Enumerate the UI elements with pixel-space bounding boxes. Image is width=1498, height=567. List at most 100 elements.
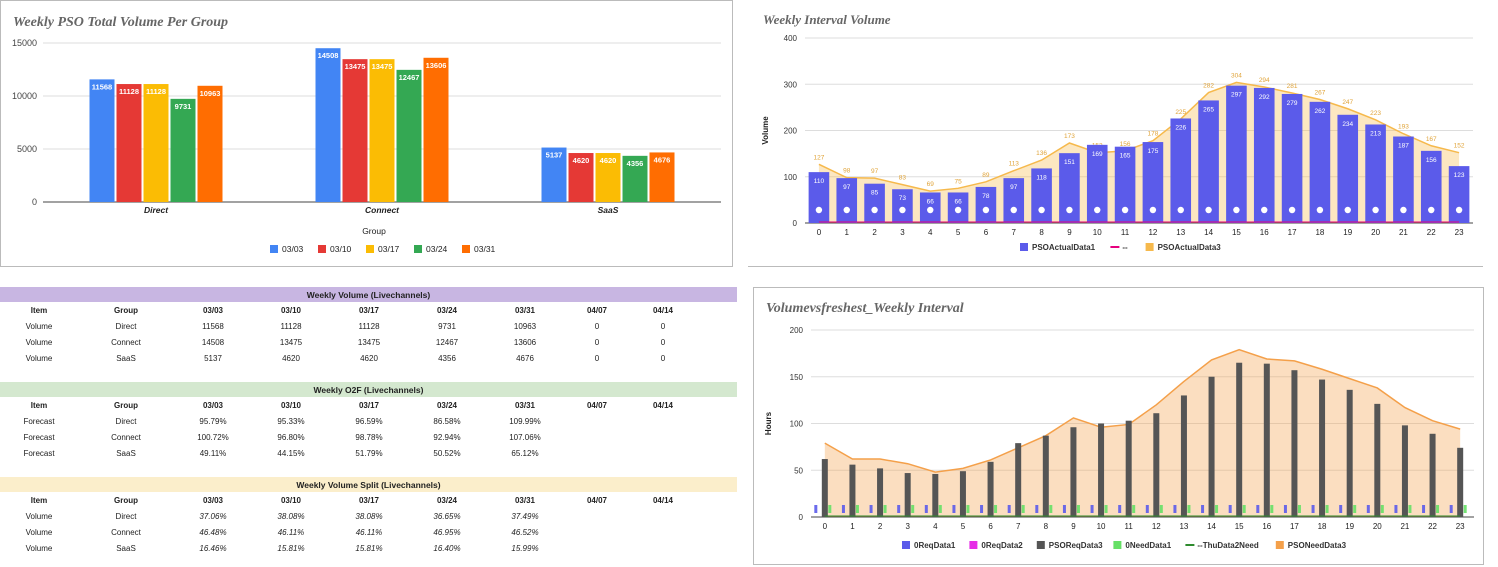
zero-bar-marker [994, 505, 998, 513]
bar-data-label: 85 [871, 190, 879, 197]
pad-cell [696, 334, 737, 350]
zero-bar-marker [1049, 505, 1053, 513]
area-data-label: 223 [1370, 110, 1381, 117]
area-data-label: 173 [1064, 133, 1075, 140]
chart-volume-vs-freshest: Volumevsfreshest_Weekly Interval 0 50 100 1… [753, 287, 1484, 565]
pad-cell [696, 540, 737, 556]
zero-bar-marker [1353, 505, 1357, 513]
table-cell [564, 508, 630, 524]
zero-bar-marker [1270, 505, 1274, 513]
zero-bar-marker [1076, 505, 1080, 513]
bar [1059, 153, 1080, 223]
bar-data-label: 169 [1092, 151, 1103, 158]
bar [1208, 376, 1215, 517]
zero-bar-marker [1366, 505, 1370, 513]
section-title: Weekly Volume Split (Livechannels) [0, 477, 737, 492]
legend-swatch [1145, 243, 1154, 251]
zero-marker [1010, 206, 1017, 214]
table-row: Volume Direct 11568 11128 11128 9731 10963 0 0 [0, 318, 737, 334]
legend-swatch [1275, 541, 1284, 549]
table-cell [564, 540, 630, 556]
column-header: 03/31 [514, 495, 536, 505]
zero-marker [1038, 206, 1045, 214]
bar [1198, 100, 1219, 223]
table-cell: Forecast [23, 432, 55, 442]
zero-bar-marker [1339, 505, 1343, 513]
x-tick-label: 7 [1016, 522, 1021, 531]
bar [987, 461, 994, 517]
table-cell [564, 429, 630, 445]
column-header: 04/07 [586, 400, 608, 410]
table-cell: 46.95% [433, 527, 461, 537]
bar-data-label: 213 [1370, 130, 1381, 137]
table-cell: 4356 [438, 353, 456, 363]
zero-marker [1400, 206, 1407, 214]
table-cell: 9731 [438, 321, 456, 331]
table-cell: 0 [594, 337, 600, 347]
area-data-label: 136 [1036, 150, 1047, 157]
x-tick-label: 21 [1399, 228, 1408, 237]
zero-bar-marker [966, 505, 970, 513]
column-header: Group [114, 495, 138, 505]
area-data-label: 294 [1259, 77, 1270, 84]
legend-label: 03/03 [282, 244, 304, 254]
zero-marker [1066, 206, 1073, 214]
weekly-volume-table: Weekly Volume (Livechannels) Item Group 03/… [0, 287, 737, 556]
x-tick-label: 4 [928, 228, 933, 237]
bar-data-label: 279 [1287, 100, 1298, 107]
column-header: Group [114, 305, 138, 315]
pad-cell [696, 350, 737, 366]
bar-data-label: 97 [1010, 184, 1018, 191]
table-cell: Volume [25, 527, 53, 537]
bar [649, 152, 675, 202]
x-tick-label: 0 [823, 522, 828, 531]
section-title-row: Weekly Volume Split (Livechannels) [0, 477, 737, 492]
zero-marker [1455, 206, 1463, 214]
bar [821, 459, 828, 517]
legend-swatch [902, 541, 910, 549]
bar [836, 178, 858, 223]
bar [1319, 379, 1326, 517]
legend-label: --ThuData2Need [1197, 541, 1258, 550]
zero-marker [927, 206, 934, 214]
table-cell: 10963 [513, 321, 537, 331]
bar-data-label: 118 [1036, 174, 1047, 181]
area-data-label: 193 [1398, 124, 1409, 131]
bar [89, 79, 115, 202]
bar-data-label: 123 [1454, 172, 1465, 179]
zero-bar-marker [1228, 505, 1232, 513]
bar [1070, 427, 1077, 517]
table-cell: 38.08% [277, 511, 305, 521]
zero-bar-marker [1436, 505, 1440, 513]
bar-data-label: 151 [1064, 159, 1075, 166]
pad-cell [696, 492, 737, 508]
bar [197, 85, 223, 202]
column-header: 04/14 [652, 400, 674, 410]
y-axis-label: Hours [764, 411, 773, 435]
zero-bar-marker [1145, 505, 1149, 513]
table-cell: Forecast [23, 416, 55, 426]
zero-bar-marker [1408, 505, 1412, 513]
x-tick-label: SaaS [598, 205, 619, 215]
bar-data-label: 13475 [345, 62, 366, 71]
table-cell: 0 [594, 321, 600, 331]
legend-swatch [1036, 541, 1045, 549]
zero-marker [1094, 206, 1101, 214]
table-cell: 14508 [201, 337, 225, 347]
table-cell: 86.58% [433, 416, 461, 426]
bar-data-label: 11568 [92, 82, 112, 91]
bar [143, 84, 169, 202]
zero-bar-marker [1090, 505, 1094, 513]
zero-marker [954, 206, 962, 214]
table-row: Volume SaaS 16.46% 15.81% 15.81% 16.40% 15.99% [0, 540, 737, 556]
zero-bar-marker [1394, 505, 1398, 513]
x-tick-label: 13 [1179, 522, 1188, 531]
table-cell: Connect [111, 337, 141, 347]
bar [1365, 124, 1386, 223]
legend-swatch [969, 541, 978, 549]
table-cell: 0 [594, 353, 600, 363]
bar [1153, 413, 1160, 517]
weekly-tables: Weekly Volume (Livechannels) Item Group 03/… [0, 287, 737, 565]
column-header: 03/24 [436, 305, 458, 315]
table-cell: Direct [115, 321, 137, 331]
